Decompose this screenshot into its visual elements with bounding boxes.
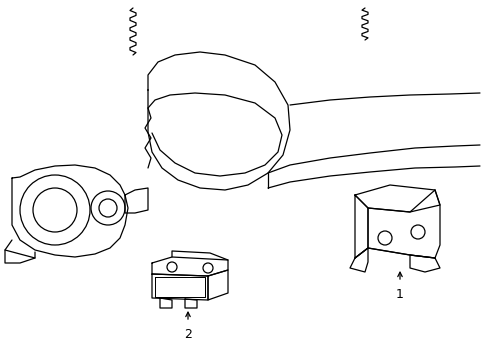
Text: 1: 1 [395, 288, 403, 301]
Text: 2: 2 [183, 328, 192, 341]
